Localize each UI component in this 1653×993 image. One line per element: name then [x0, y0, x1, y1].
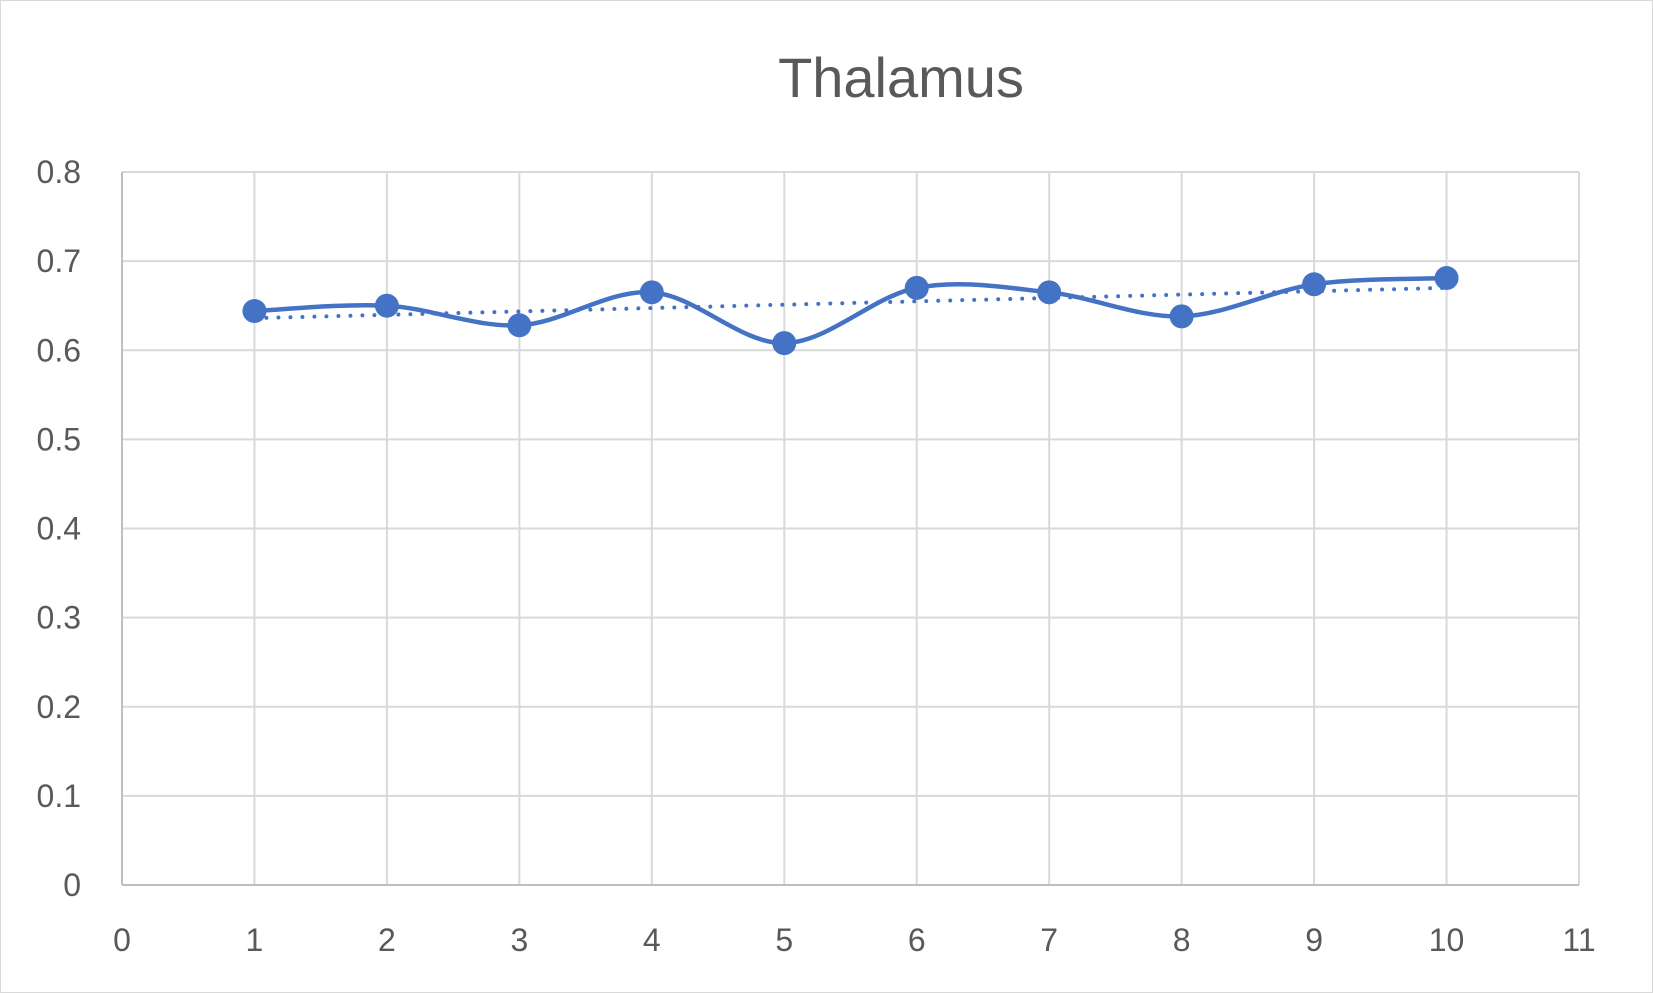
data-point	[1037, 280, 1062, 305]
y-tick-label: 0.1	[37, 778, 81, 814]
x-tick-label: 0	[113, 922, 131, 958]
y-tick-label: 0.2	[37, 689, 81, 725]
x-tick-label: 10	[1429, 922, 1465, 958]
x-tick-label: 5	[775, 922, 793, 958]
data-point	[1302, 272, 1327, 297]
x-tick-label: 9	[1305, 922, 1323, 958]
data-point	[507, 313, 532, 338]
x-tick-label: 6	[908, 922, 926, 958]
x-tick-label: 3	[510, 922, 528, 958]
data-point	[1434, 266, 1459, 291]
x-tick-label: 11	[1562, 922, 1595, 958]
x-tick-label: 1	[246, 922, 264, 958]
data-point	[904, 275, 929, 300]
y-tick-label: 0.6	[37, 332, 81, 368]
y-tick-label: 0.3	[37, 600, 81, 636]
x-tick-label: 4	[643, 922, 661, 958]
x-tick-label: 7	[1040, 922, 1058, 958]
axes	[121, 172, 1579, 886]
data-point	[772, 331, 797, 356]
data-point	[1169, 304, 1194, 329]
y-tick-label: 0.4	[37, 511, 81, 547]
data-point	[639, 280, 664, 305]
series-line	[254, 275, 1447, 346]
chart-title: Thalamus	[778, 46, 1024, 109]
data-point	[242, 299, 267, 324]
y-tick-label: 0.5	[37, 421, 81, 457]
y-tick-label: 0	[63, 867, 81, 903]
series-layer	[242, 266, 1459, 356]
tick-labels: 0 0.1 0.2 0.3 0.4 0.5 0.6 0.7 0.8 0 1 2 3 4 5 6 7 8 9 10 11	[37, 154, 1596, 958]
y-tick-label: 0.7	[37, 243, 81, 279]
x-tick-label: 8	[1173, 922, 1191, 958]
x-tick-label: 2	[378, 922, 396, 958]
data-point	[374, 293, 399, 318]
y-tick-label: 0.8	[37, 154, 81, 190]
